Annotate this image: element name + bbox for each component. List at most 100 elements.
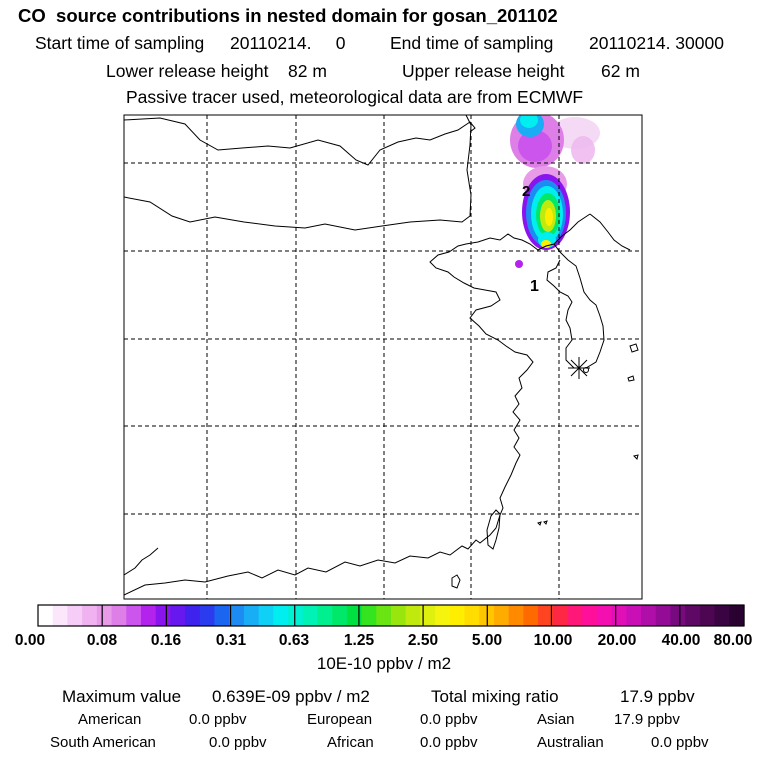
colorbar-swatch: [155, 605, 171, 626]
region-african-value: 0.0 ppbv: [420, 734, 478, 751]
colorbar-swatch: [302, 605, 319, 626]
start-time-value: 20110214. 0: [230, 33, 346, 53]
colorbar-swatch: [420, 605, 436, 626]
concentration-plume: [510, 115, 600, 268]
region-south-american-value: 0.0 ppbv: [209, 734, 267, 751]
upper-release-value: 62 m: [601, 61, 640, 81]
northeast-border: [465, 115, 472, 217]
upper-release-label: Upper release height: [402, 61, 565, 81]
marker-2: 2: [522, 183, 530, 200]
korea-north-border: [589, 213, 631, 251]
end-time-value: 20110214. 30000: [589, 33, 724, 53]
colorbar-swatch: [229, 605, 245, 626]
colorbar-swatch: [185, 605, 201, 626]
colorbar-swatch: [111, 605, 127, 626]
colorbar-swatch: [670, 605, 686, 626]
max-value: 0.639E-09 ppbv / m2: [212, 687, 370, 706]
colorbar-ticks: [101, 605, 681, 626]
colorbar-swatch: [685, 605, 701, 626]
colorbar-swatch: [82, 605, 98, 626]
colorbar-swatch: [405, 605, 422, 626]
colorbar-units: 10E-10 ppbv / m2: [316, 654, 452, 673]
map-content: 2 1: [124, 115, 642, 599]
colorbar-swatch: [552, 605, 569, 626]
colorbar-swatch: [170, 605, 186, 626]
colorbar-swatch: [626, 605, 642, 626]
region-american-value: 0.0 ppbv: [189, 711, 247, 728]
southwest-border: [124, 547, 159, 576]
colorbar-swatch: [596, 605, 613, 626]
colorbar-label-11: 80.00: [713, 632, 753, 649]
plume-faint-ne2: [571, 136, 595, 164]
colorbar-swatch: [288, 605, 304, 626]
start-time-label: Start time of sampling: [35, 33, 205, 53]
end-time-label: End time of sampling: [390, 33, 554, 53]
colorbar-label-9: 20.00: [597, 632, 637, 649]
japan-island-1: [629, 343, 639, 353]
map-frame: [123, 114, 643, 600]
region-european-label: European: [307, 711, 373, 728]
colorbar-label-10: 40.00: [661, 632, 701, 649]
colorbar-swatch: [199, 605, 216, 626]
colorbar-swatch: [699, 605, 716, 626]
colorbar-swatch: [641, 605, 657, 626]
marker-1: 1: [530, 278, 539, 295]
map-gridlines: [124, 115, 642, 599]
small-island-2: [543, 520, 548, 525]
map-title: CO source contributions in nested domain…: [18, 5, 558, 26]
plume-yellow-core: [545, 208, 553, 226]
colorbar-swatch: [214, 605, 230, 626]
china-coastline: [124, 213, 591, 596]
lower-release-label: Lower release height: [106, 61, 269, 81]
star-icon: [568, 357, 590, 379]
region-australian-label: Australian: [537, 734, 604, 751]
taiwan-coastline: [486, 509, 501, 550]
colorbar-swatch: [729, 605, 745, 626]
colorbar-swatch: [243, 605, 260, 626]
hainan-coastline: [451, 574, 461, 589]
colorbar-swatch: [611, 605, 627, 626]
plume-yellow-low: [541, 240, 551, 248]
plume-violet-top: [518, 130, 552, 162]
region-asian-value: 17.9 ppbv: [614, 711, 680, 728]
region-european-value: 0.0 ppbv: [420, 711, 478, 728]
colorbar-swatch: [376, 605, 392, 626]
colorbar-swatch: [332, 605, 348, 626]
colorbar-swatch: [567, 605, 583, 626]
colorbar-swatch: [273, 605, 289, 626]
max-value-label: Maximum value: [62, 687, 182, 706]
japan-island-3: [633, 454, 639, 460]
small-island-1: [537, 521, 542, 526]
colorbar-label-5: 1.25: [343, 632, 375, 649]
colorbar-swatch: [317, 605, 333, 626]
tracer-note: Passive tracer used, meteorological data…: [126, 87, 584, 107]
colorbar-swatch: [449, 605, 466, 626]
colorbar-label-8: 10.00: [533, 632, 573, 649]
colorbar-swatch: [361, 605, 377, 626]
colorbar-swatch: [508, 605, 524, 626]
lower-release-value: 82 m: [288, 61, 327, 81]
plume-cyan-top: [520, 115, 538, 128]
plume-spot-violet: [515, 260, 523, 268]
colorbar-swatch: [258, 605, 274, 626]
colorbar-label-6: 2.50: [407, 632, 439, 649]
mongolia-border: [124, 196, 471, 231]
coastlines: [124, 115, 639, 596]
colorbar-swatch: [714, 605, 730, 626]
japan-island-2: [627, 375, 635, 382]
colorbar-swatch: [538, 605, 554, 626]
colorbar-swatch: [435, 605, 451, 626]
colorbar-label-3: 0.31: [215, 632, 247, 649]
colorbar: [38, 605, 745, 626]
colorbar-swatch: [391, 605, 407, 626]
region-asian-label: Asian: [537, 711, 575, 728]
colorbar-swatch: [96, 605, 113, 626]
colorbar-swatch: [52, 605, 69, 626]
colorbar-swatch: [655, 605, 672, 626]
colorbar-label-4: 0.63: [278, 632, 310, 649]
colorbar-swatch: [38, 605, 54, 626]
colorbar-swatch: [126, 605, 142, 626]
colorbar-label-2: 0.16: [150, 632, 182, 649]
total-mixing-value: 17.9 ppbv: [620, 687, 695, 706]
north-border: [124, 117, 476, 166]
